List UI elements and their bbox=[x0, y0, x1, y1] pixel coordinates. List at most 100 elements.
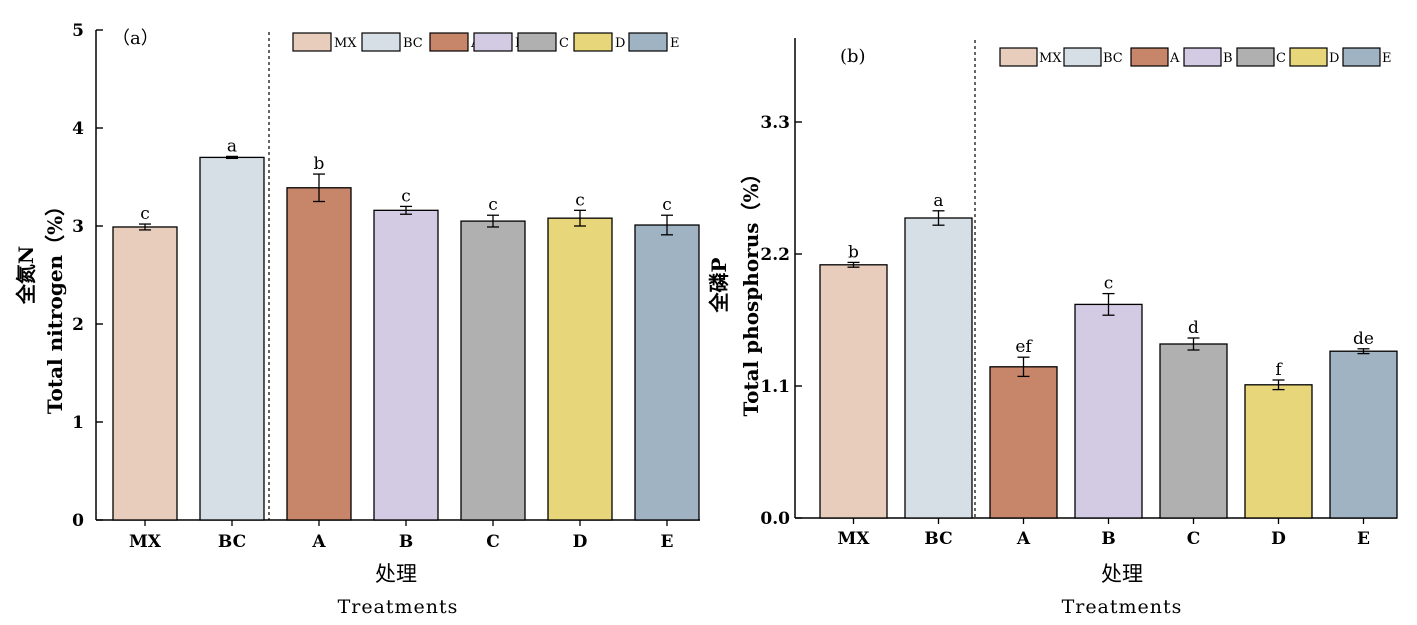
significance-letter: de bbox=[1353, 329, 1374, 349]
svg-text:C: C bbox=[1276, 51, 1286, 66]
error-bar-mx bbox=[847, 261, 860, 268]
significance-letter: c bbox=[140, 204, 150, 224]
panel-b-xlabel-en: Treatments bbox=[1062, 596, 1183, 618]
x-tick-label: B bbox=[399, 532, 413, 552]
bar-mx bbox=[112, 226, 178, 521]
legend-entry-c: C bbox=[1236, 47, 1286, 67]
panel-a-ylabel-en: Total nitrogen（%） bbox=[43, 196, 67, 414]
significance-letter: a bbox=[933, 191, 943, 211]
bar-b bbox=[1074, 303, 1143, 519]
x-tick-label: B bbox=[1101, 529, 1115, 549]
panel-a-bars: c MX a BC b Ac Bc Cc Dc E bbox=[112, 136, 700, 552]
legend-entry-b: B bbox=[1183, 47, 1233, 67]
significance-letter: c bbox=[488, 195, 498, 215]
svg-text:BC: BC bbox=[403, 36, 423, 51]
y-tick-label: 2.2 bbox=[760, 245, 790, 265]
y-tick-label: 3.3 bbox=[760, 113, 790, 133]
significance-letter: f bbox=[1275, 360, 1283, 380]
y-tick-label: 1 bbox=[72, 413, 84, 433]
legend-entry-b: B bbox=[473, 32, 525, 52]
bar-bc bbox=[199, 156, 265, 521]
x-tick-label: C bbox=[486, 532, 500, 552]
legend-entry-c: C bbox=[517, 32, 569, 52]
error-bar-c bbox=[1187, 337, 1200, 351]
bar-c bbox=[1159, 343, 1228, 519]
legend-entry-a: A bbox=[429, 32, 481, 52]
x-tick-label: MX bbox=[129, 532, 162, 552]
error-bar-c bbox=[487, 214, 499, 228]
x-tick-label: D bbox=[1271, 529, 1286, 549]
panel-b-tag: (b) bbox=[840, 46, 866, 67]
significance-letter: d bbox=[1188, 318, 1199, 338]
panel-b-bars: b MX a BC ef Ac Bd Cf Dde E bbox=[819, 191, 1398, 549]
error-bar-e bbox=[661, 214, 673, 236]
significance-letter: c bbox=[1104, 274, 1114, 294]
significance-letter: c bbox=[662, 195, 672, 215]
bar-b bbox=[373, 209, 439, 521]
panel-b-ylabel-cn: 全磷P bbox=[707, 257, 731, 313]
x-tick-label: A bbox=[311, 532, 326, 552]
bar-mx bbox=[819, 264, 888, 519]
error-bar-a bbox=[1017, 356, 1030, 378]
legend-entry-e: E bbox=[628, 32, 680, 52]
svg-text:D: D bbox=[615, 36, 625, 51]
significance-letter: b bbox=[848, 242, 859, 262]
x-tick-label: MX bbox=[837, 529, 870, 549]
error-bar-e bbox=[1357, 348, 1370, 355]
legend-entry-mx: MX bbox=[292, 32, 357, 52]
error-bar-b bbox=[400, 205, 412, 215]
y-tick-label: 0.0 bbox=[760, 509, 790, 529]
error-bar-d bbox=[574, 209, 586, 227]
x-tick-label: E bbox=[661, 532, 674, 552]
svg-text:C: C bbox=[559, 36, 569, 51]
svg-text:E: E bbox=[670, 36, 680, 51]
panel-b-legend: MX BC A B C D E bbox=[999, 47, 1392, 67]
legend-entry-e: E bbox=[1342, 47, 1392, 67]
bar-d bbox=[1244, 384, 1313, 519]
x-tick-label: D bbox=[573, 532, 588, 552]
bar-a bbox=[286, 187, 352, 521]
error-bar-d bbox=[1272, 379, 1285, 391]
legend-entry-mx: MX bbox=[999, 47, 1062, 67]
legend-entry-d: D bbox=[1289, 47, 1339, 67]
significance-letter: ef bbox=[1015, 337, 1033, 357]
significance-letter: c bbox=[401, 186, 411, 206]
significance-letter: c bbox=[575, 190, 585, 210]
legend-entry-a: A bbox=[1130, 47, 1180, 67]
svg-text:BC: BC bbox=[1103, 51, 1123, 66]
y-tick-label: 2 bbox=[72, 315, 84, 335]
y-tick-label: 1.1 bbox=[760, 377, 790, 397]
significance-letter: a bbox=[227, 136, 237, 156]
svg-text:MX: MX bbox=[334, 36, 357, 51]
bar-c bbox=[460, 220, 526, 521]
svg-text:B: B bbox=[1223, 51, 1233, 66]
legend-entry-d: D bbox=[573, 32, 625, 52]
error-bar-b bbox=[1102, 292, 1115, 316]
bar-d bbox=[547, 217, 613, 521]
x-tick-label: BC bbox=[218, 532, 246, 552]
panel-a-tag: （a） bbox=[112, 28, 159, 49]
error-bar-mx bbox=[139, 223, 151, 231]
x-tick-label: C bbox=[1187, 529, 1201, 549]
bar-bc bbox=[904, 217, 973, 519]
x-tick-label: E bbox=[1357, 529, 1370, 549]
svg-text:A: A bbox=[1169, 51, 1180, 66]
svg-text:E: E bbox=[1382, 51, 1392, 66]
y-tick-label: 3 bbox=[72, 217, 84, 237]
panel-a-ylabel-cn: 全氮N bbox=[14, 246, 38, 305]
panel-b-ylabel-en: Total phosphorus（%） bbox=[739, 163, 763, 416]
panel-b-xlabel-cn: 处理 bbox=[1101, 562, 1143, 586]
error-bar-bc bbox=[226, 155, 238, 160]
bar-a bbox=[989, 366, 1058, 519]
legend-entry-bc: BC bbox=[1063, 47, 1123, 67]
panel-a-xlabel-en: Treatments bbox=[338, 596, 459, 618]
x-tick-label: A bbox=[1016, 529, 1031, 549]
y-tick-label: 5 bbox=[72, 21, 84, 41]
bar-e bbox=[634, 224, 700, 521]
svg-text:D: D bbox=[1329, 51, 1339, 66]
